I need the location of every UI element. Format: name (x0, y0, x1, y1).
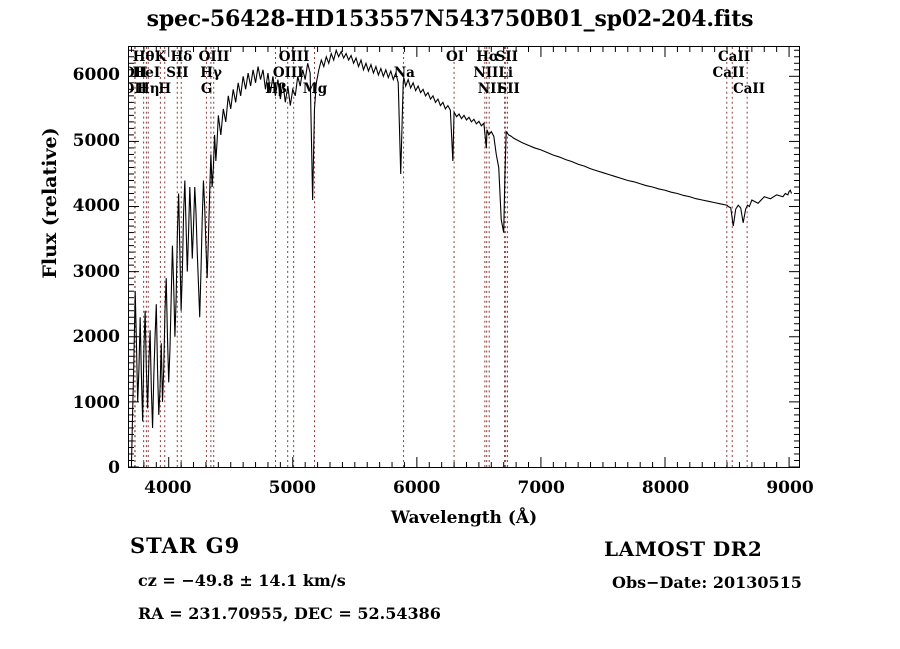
y-tick-label: 2000 (72, 327, 120, 348)
x-tick-label: 7000 (517, 478, 565, 498)
y-axis-title: Flux (relative) (39, 127, 61, 279)
page-title: spec-56428-HD153557N543750B01_sp02-204.f… (146, 6, 754, 32)
survey-label: LAMOST DR2 (604, 537, 763, 561)
redshift-velocity-label: cz = −49.8 ± 14.1 km/s (138, 571, 346, 590)
plot-area: OIIOIIHθHeIHηKHSIIHδHγGOIIIHβOIIIOIIIMgN… (128, 46, 800, 468)
y-tick-label: 3000 (72, 261, 120, 282)
y-tick-label: 5000 (72, 130, 120, 151)
x-tick-label: 5000 (268, 478, 316, 498)
x-tick-label: 8000 (641, 478, 690, 498)
observation-date-label: Obs−Date: 20130515 (612, 573, 802, 592)
spectrum-canvas (129, 47, 799, 467)
object-class-label: STAR G9 (130, 533, 241, 558)
x-tick-label: 9000 (766, 478, 814, 498)
y-tick-label: 0 (108, 458, 120, 478)
y-tick-label: 6000 (72, 65, 120, 86)
x-tick-label: 6000 (393, 478, 441, 498)
y-tick-label: 4000 (72, 196, 120, 217)
y-tick-label: 1000 (72, 392, 120, 413)
x-axis-title: Wavelength (Å) (390, 508, 538, 528)
x-tick-label: 4000 (144, 478, 192, 498)
coordinates-label: RA = 231.70955, DEC = 52.54386 (138, 604, 441, 623)
spectrum-trace (130, 48, 793, 464)
